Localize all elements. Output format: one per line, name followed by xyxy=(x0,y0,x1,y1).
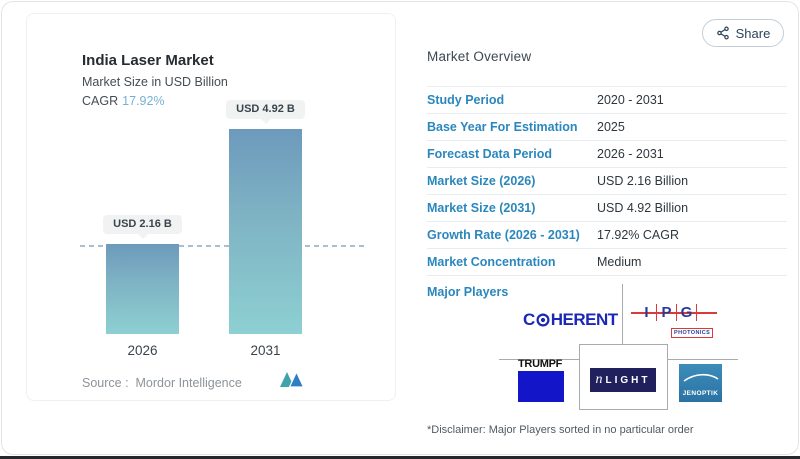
major-players-label: Major Players xyxy=(427,285,509,299)
nlight-logo: n LIGHT xyxy=(590,368,656,392)
mordor-intelligence-logo xyxy=(280,370,305,388)
bottom-dark-strip xyxy=(0,456,800,459)
table-row: Base Year For Estimation 2025 xyxy=(427,114,787,141)
bar-value-badge-2026: USD 2.16 B xyxy=(103,215,182,239)
nlight-wordmark: LIGHT xyxy=(605,374,651,386)
ipg-letters: I P G xyxy=(631,304,717,321)
row-value: USD 4.92 Billion xyxy=(597,201,689,215)
chart-subtitle: Market Size in USD Billion xyxy=(82,75,228,89)
jenoptik-arc-icon xyxy=(683,373,719,382)
coherent-o-icon xyxy=(536,313,550,327)
coherent-text-left: C xyxy=(523,310,535,329)
row-label: Base Year For Estimation xyxy=(427,120,578,134)
row-label: Market Size (2026) xyxy=(427,174,536,188)
row-label: Forecast Data Period xyxy=(427,147,553,161)
trumpf-wordmark: TRUMPF xyxy=(518,358,563,370)
ipg-photonics-text: PHOTONICS xyxy=(671,328,714,338)
row-label: Market Size (2031) xyxy=(427,201,536,215)
table-row: Forecast Data Period 2026 - 2031 xyxy=(427,141,787,168)
row-value: Medium xyxy=(597,255,642,269)
source-value: Mordor Intelligence xyxy=(135,376,242,390)
x-axis-label-2026: 2026 xyxy=(127,343,158,358)
nlight-n: n xyxy=(595,372,603,387)
table-row: Market Concentration Medium xyxy=(427,249,787,276)
row-value: 17.92% CAGR xyxy=(597,228,679,242)
bar-2031 xyxy=(229,129,302,334)
row-value: 2020 - 2031 xyxy=(597,93,664,107)
ipg-red-line xyxy=(631,312,717,314)
diagram-vertical-line xyxy=(622,284,623,344)
table-row: Growth Rate (2026 - 2031) 17.92% CAGR xyxy=(427,222,787,249)
cagr-label: CAGR xyxy=(82,94,119,108)
chart-card: India Laser Market Market Size in USD Bi… xyxy=(26,13,396,401)
table-row: Market Size (2026) USD 2.16 Billion xyxy=(427,168,787,195)
table-row: Study Period 2020 - 2031 xyxy=(427,87,787,114)
row-label: Market Concentration xyxy=(427,255,556,269)
share-button-label: Share xyxy=(735,25,771,41)
reference-dashed-line xyxy=(80,245,364,247)
ipg-photonics-logo: I P G PHOTONICS xyxy=(631,304,717,339)
chart-cagr: CAGR 17.92% xyxy=(82,94,165,108)
bar-value-badge-2031: USD 4.92 B xyxy=(226,100,305,124)
ipg-letter: P xyxy=(657,304,677,321)
share-button[interactable]: Share xyxy=(702,19,784,47)
coherent-logo: C HERENT xyxy=(523,310,618,330)
ipg-letter: I xyxy=(637,304,657,321)
row-value: 2026 - 2031 xyxy=(597,147,664,161)
row-label: Study Period xyxy=(427,93,505,107)
trumpf-blue-rect xyxy=(518,371,564,402)
table-row: Market Size (2031) USD 4.92 Billion xyxy=(427,195,787,222)
major-players-diagram: C HERENT I P G PHOTONICS TRUMPF xyxy=(482,280,792,416)
ipg-letter: G xyxy=(677,304,697,321)
bar-2026 xyxy=(106,244,179,334)
bar-group-2031: USD 4.92 B 2031 xyxy=(226,100,305,358)
coherent-text-right: HERENT xyxy=(550,310,618,329)
cagr-value: 17.92% xyxy=(122,94,165,108)
trumpf-logo: TRUMPF xyxy=(518,358,565,402)
jenoptik-wordmark: JENOPTIK xyxy=(682,390,719,397)
market-overview-title: Market Overview xyxy=(427,49,532,64)
chart-title: India Laser Market xyxy=(82,52,214,69)
share-nodes-icon xyxy=(716,26,729,40)
row-value: 2025 xyxy=(597,120,625,134)
source-line: Source : Mordor Intelligence xyxy=(82,376,242,390)
jenoptik-logo: JENOPTIK xyxy=(679,364,722,402)
bar-group-2026: USD 2.16 B 2026 xyxy=(103,215,182,358)
disclaimer-text: *Disclaimer: Major Players sorted in no … xyxy=(427,424,694,436)
diagram-horizontal-line-right xyxy=(668,359,738,360)
row-value: USD 2.16 Billion xyxy=(597,174,689,188)
market-overview-table: Study Period 2020 - 2031 Base Year For E… xyxy=(427,86,787,276)
row-label: Growth Rate (2026 - 2031) xyxy=(427,228,580,242)
source-label: Source : xyxy=(82,376,129,390)
diagram-horizontal-line-left xyxy=(499,359,580,360)
x-axis-label-2031: 2031 xyxy=(250,343,281,358)
